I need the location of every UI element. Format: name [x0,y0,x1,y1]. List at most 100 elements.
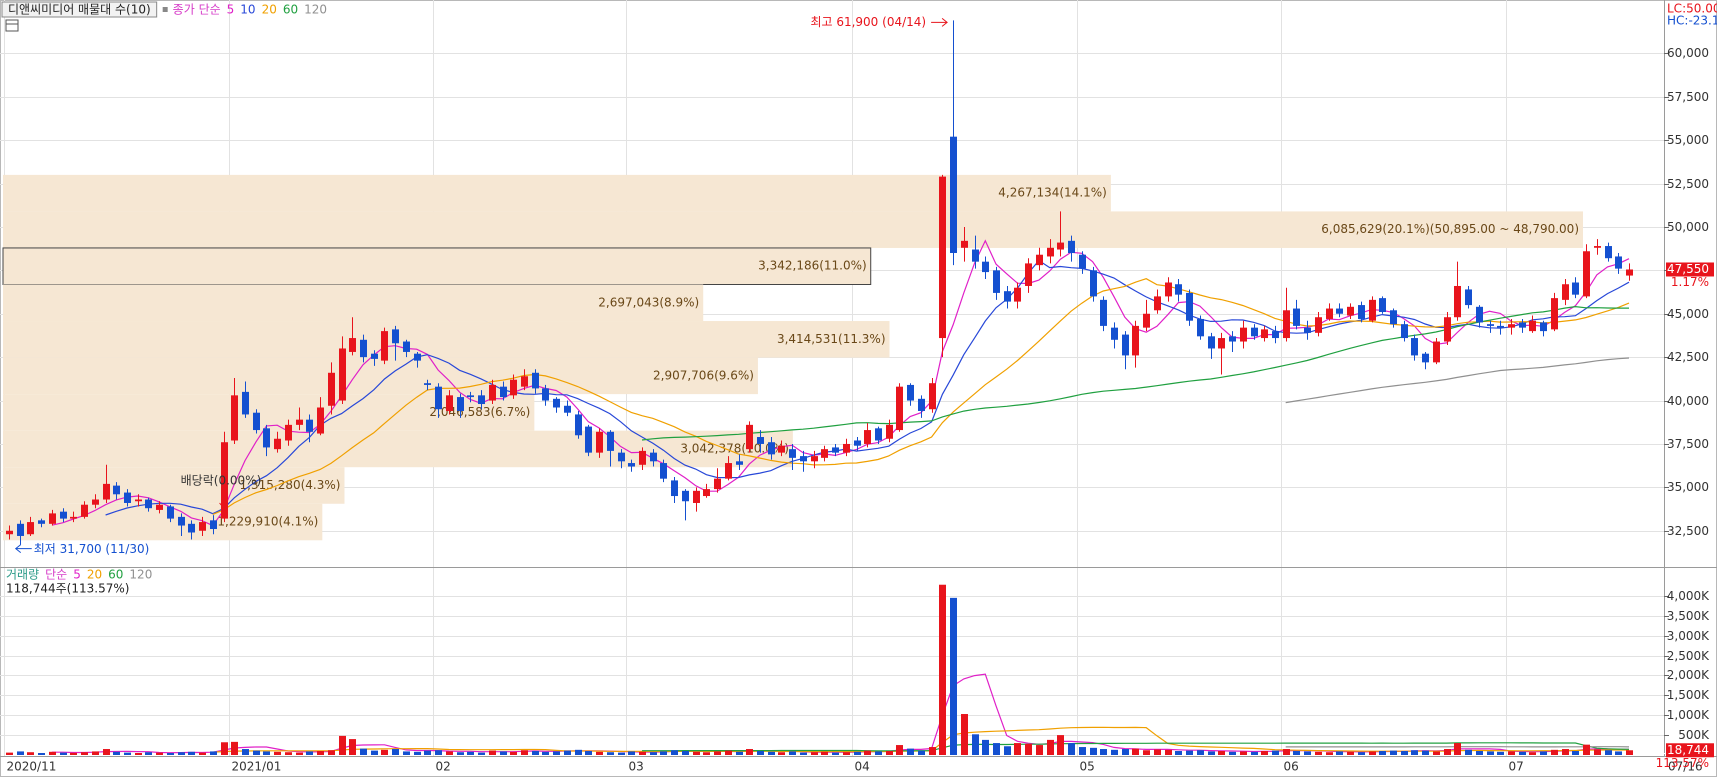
candle-body [17,523,24,536]
candle-body [929,383,936,410]
candle-body [221,442,228,519]
candle-body [306,419,313,432]
candle-body [285,424,292,441]
volume-bar [1100,749,1107,755]
profile-label: 1,229,910(4.1%) [217,515,318,529]
profile-band [3,321,890,358]
volume-bar [1186,750,1193,755]
profile-label: 3,342,186(11.0%) [758,259,867,273]
volume-bar [789,751,796,755]
candle-body [424,383,431,385]
volume-bar [1014,743,1021,755]
volume-bar [1605,750,1612,755]
candle-body [1411,338,1418,356]
volume-bar [961,714,968,755]
candle-body [328,372,335,406]
candle-body [1154,296,1161,311]
ma-line [641,305,1629,441]
volume-bar [1583,744,1590,755]
y-tick-label: 37,500 [1667,437,1709,451]
volume-bar [145,752,152,755]
low-annotation: 최저 31,700 (11/30) [34,542,150,556]
volume-bar [1218,751,1225,755]
volume-bar [381,749,388,755]
volume-bar [489,750,496,755]
profile-label: 1,315,280(4.3%) [240,478,341,492]
volume-bar [1594,749,1601,755]
candle-body [242,391,249,415]
volume-bar [81,752,88,755]
volume-bar [231,741,238,755]
volume-bar [1304,751,1311,755]
volume-bar [1251,751,1258,755]
volume-bar [253,750,260,755]
candle-body [1583,251,1590,297]
candle-body [1165,282,1172,297]
y-tick-label: 1,000K [1667,708,1710,722]
volume-bar [296,752,303,755]
y-tick-label: 1,500K [1667,688,1710,702]
last-volume-box [1666,743,1714,758]
candle-body [1519,322,1526,328]
candle-body [950,136,957,253]
volume-bar [49,751,56,755]
volume-bar [17,751,24,755]
candle-body [1390,310,1397,325]
candle-body [1047,247,1054,257]
candle-body [360,339,367,358]
volume-bar [274,751,281,755]
volume-bar [167,753,174,755]
volume-profile: 4,267,134(14.1%) 6,085,629(20.1%)(50,895.… [2,174,1583,541]
candle-body [1562,284,1569,300]
candle-body [886,424,893,439]
candle-body [446,395,453,411]
volume-bar [1111,749,1118,755]
volume-bar [650,752,657,755]
y-tick-label: 3,000K [1667,629,1710,643]
candle-body [682,490,689,502]
volume-bar [736,751,743,755]
volume-bar [1025,743,1032,755]
volume-bar [1229,751,1236,755]
volume-bar [1497,751,1504,755]
x-tick-label: 2020/11 [7,760,57,774]
hc-label: HC:-23.18 [1667,14,1717,28]
candle-body [500,386,507,398]
volume-bar [360,748,367,755]
candle-body [1240,327,1247,342]
candle-body [532,372,539,389]
candle-body [231,395,238,441]
volume-bar [392,749,399,755]
volume-bar [328,750,335,755]
volume-bar [1390,750,1397,755]
legend-entry: 20 [262,3,277,17]
volume-bar [564,750,571,755]
candle-body [263,428,270,448]
calendar-icon[interactable] [5,19,19,32]
volume-bar [725,750,732,755]
candle-body [6,530,13,535]
volume-bar [628,751,635,755]
candle-body [1401,324,1408,339]
y-tick-label: 60,000 [1667,46,1709,60]
x-tick-label: 03 [629,760,644,774]
volume-bar [103,749,110,755]
volume-bar [939,584,946,755]
candle-body [1025,263,1032,286]
candle-body [467,395,474,398]
candle-body [1358,305,1365,319]
candle-body [843,443,850,453]
last-volume-label: 118,744 [1659,743,1709,757]
legend-label: 종가 단순 [173,3,221,17]
volume-bar [457,752,464,755]
volume-bar [1175,751,1182,755]
candle-body [875,428,882,441]
candle-body [789,449,796,458]
volume-bar [682,751,689,755]
candle-body [811,456,818,462]
candle-body [1068,240,1075,253]
candle-body [1572,282,1579,295]
candle-body [800,456,807,462]
x-tick-label: 02 [436,760,451,774]
volume-bar [1004,746,1011,755]
